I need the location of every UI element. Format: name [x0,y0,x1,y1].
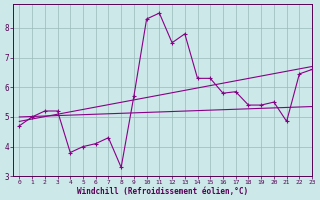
X-axis label: Windchill (Refroidissement éolien,°C): Windchill (Refroidissement éolien,°C) [77,187,248,196]
